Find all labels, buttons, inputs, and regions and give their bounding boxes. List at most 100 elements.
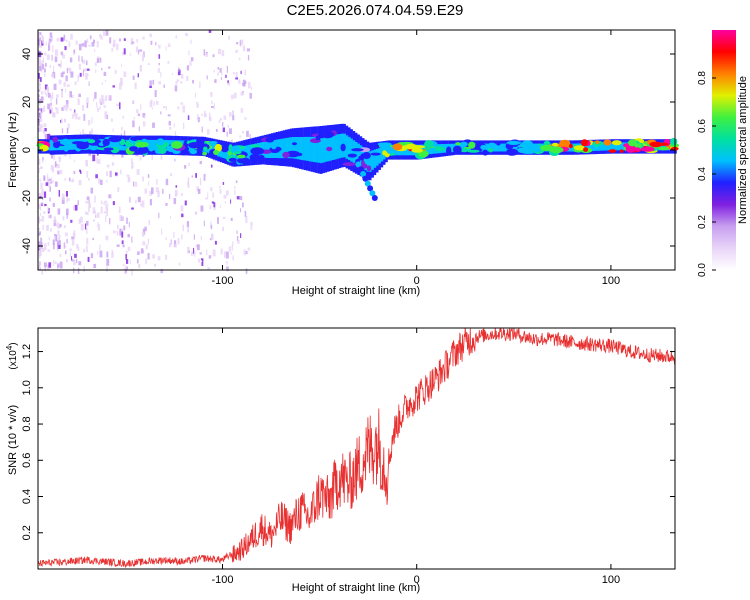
- noise-speck: [77, 246, 80, 252]
- noise-speck: [86, 68, 90, 71]
- noise-speck: [142, 121, 146, 127]
- noise-speck: [94, 92, 97, 99]
- noise-speck: [71, 179, 73, 183]
- ridge-blob: [309, 142, 319, 147]
- noise-speck: [54, 261, 57, 265]
- noise-speck: [53, 153, 55, 161]
- noise-speck: [215, 129, 218, 132]
- noise-speck: [123, 130, 126, 138]
- noise-speck: [226, 261, 228, 265]
- noise-speck: [38, 120, 40, 126]
- noise-speck: [226, 266, 229, 272]
- noise-speck: [94, 195, 96, 203]
- noise-speck: [214, 240, 217, 245]
- noise-speck: [242, 45, 246, 52]
- noise-speck: [116, 43, 119, 51]
- ridge-tail: [367, 185, 374, 192]
- ridge-band-inner: [515, 143, 519, 152]
- ridge-blob: [628, 139, 637, 147]
- noise-speck: [249, 92, 252, 99]
- noise-speck: [127, 233, 130, 238]
- ridge-blob: [326, 146, 333, 152]
- ridge-band-inner: [660, 142, 663, 151]
- noise-speck: [65, 244, 67, 249]
- noise-speck: [129, 259, 131, 265]
- noise-speck: [235, 77, 238, 80]
- colorbar-label: Normalized spectral amplitude: [737, 76, 749, 224]
- noise-speck: [181, 213, 184, 218]
- noise-speck: [60, 51, 64, 56]
- noise-speck: [38, 265, 41, 271]
- noise-speck: [61, 107, 64, 111]
- noise-speck: [212, 54, 215, 58]
- ridge-band-inner: [406, 144, 409, 156]
- ridge-blob: [619, 149, 624, 153]
- noise-speck: [40, 91, 44, 95]
- ridge-band-inner: [147, 139, 151, 151]
- noise-speck: [41, 36, 44, 44]
- ridge-blob: [424, 140, 434, 149]
- noise-speck: [218, 120, 221, 123]
- noise-speck: [127, 177, 131, 183]
- noise-speck: [39, 83, 41, 90]
- ridge-band-inner: [224, 146, 227, 159]
- ridge-blob: [608, 149, 617, 153]
- noise-speck: [74, 253, 77, 258]
- noise-speck: [45, 62, 47, 67]
- noise-speck: [106, 171, 108, 176]
- ridge-blob: [250, 147, 265, 155]
- noise-speck: [149, 190, 152, 196]
- ridge-band-inner: [210, 142, 214, 155]
- ridge-band-inner: [282, 138, 286, 159]
- noise-speck: [88, 81, 90, 86]
- noise-speck: [180, 102, 184, 105]
- ridge-blob: [213, 149, 220, 156]
- noise-speck: [144, 188, 148, 194]
- noise-speck: [134, 82, 137, 89]
- noise-speck: [49, 38, 52, 43]
- noise-speck: [140, 103, 142, 111]
- noise-speck: [246, 130, 249, 137]
- noise-speck: [205, 197, 208, 200]
- noise-speck: [66, 84, 70, 87]
- noise-speck: [207, 267, 210, 270]
- noise-speck: [63, 242, 65, 249]
- noise-speck: [119, 83, 122, 90]
- chart-title: C2E5.2026.074.04.59.E29: [286, 2, 464, 19]
- noise-speck: [236, 196, 240, 200]
- noise-speck: [138, 126, 140, 132]
- noise-speck: [131, 162, 134, 169]
- noise-speck: [151, 187, 154, 195]
- noise-speck: [38, 114, 40, 118]
- noise-speck: [69, 248, 72, 252]
- noise-speck: [137, 196, 141, 203]
- ridge-blob: [347, 153, 357, 158]
- noise-speck: [73, 53, 75, 56]
- noise-speck: [199, 252, 202, 255]
- noise-speck: [49, 109, 52, 114]
- noise-speck: [91, 128, 93, 136]
- noise-speck: [109, 170, 112, 178]
- noise-speck: [55, 49, 58, 56]
- noise-speck: [147, 253, 150, 260]
- noise-speck: [46, 224, 49, 231]
- snr-y-scale-label: (x104): [5, 342, 19, 369]
- noise-speck: [39, 65, 42, 72]
- noise-speck: [238, 79, 241, 84]
- noise-speck: [227, 124, 229, 128]
- noise-speck: [141, 200, 145, 208]
- noise-speck: [86, 103, 89, 109]
- noise-speck: [44, 68, 46, 73]
- ridge-band-inner: [611, 142, 614, 151]
- noise-speck: [134, 181, 138, 187]
- noise-speck: [38, 32, 42, 36]
- ridge-band-inner: [308, 136, 311, 162]
- ridge-band-inner: [602, 142, 605, 151]
- noise-speck: [129, 52, 131, 56]
- noise-speck: [96, 157, 98, 164]
- noise-speck: [62, 216, 65, 221]
- noise-speck: [160, 155, 163, 160]
- noise-speck: [236, 230, 238, 234]
- noise-speck: [54, 161, 57, 168]
- noise-speck: [239, 196, 243, 201]
